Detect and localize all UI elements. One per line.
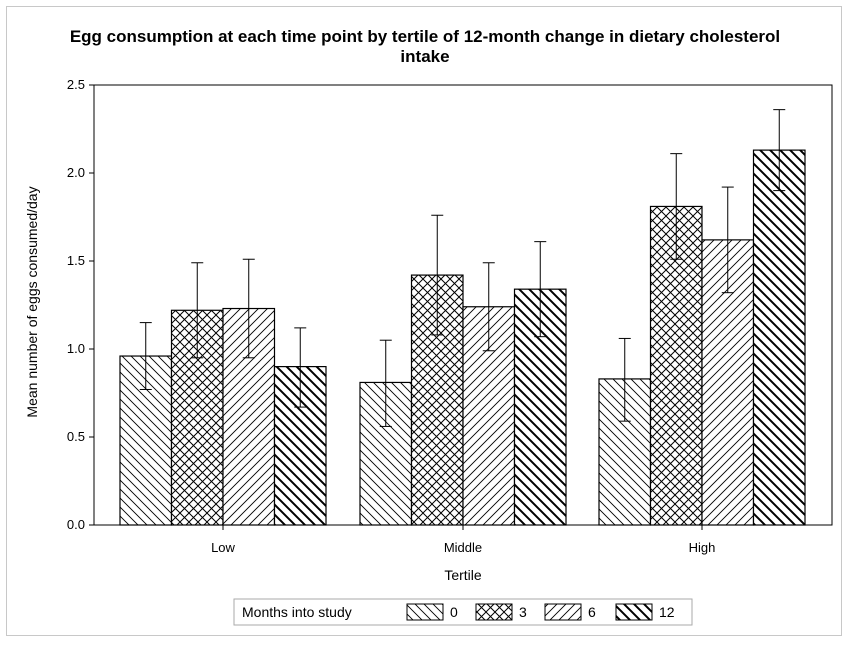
error-bar-high-month-3 bbox=[670, 153, 683, 260]
y-tick-label: 0.5 bbox=[67, 429, 85, 444]
y-tick-label: 2.5 bbox=[67, 77, 85, 92]
y-tick-label: 1.5 bbox=[67, 253, 85, 268]
error-bars-group bbox=[139, 109, 786, 427]
error-bar-low-month-0 bbox=[139, 322, 152, 390]
legend-label-month-0: 0 bbox=[450, 604, 458, 620]
error-bar-low-month-12 bbox=[294, 327, 307, 408]
legend: Months into study 0 3 6 12 bbox=[233, 598, 693, 626]
error-bar-middle-month-3 bbox=[431, 214, 444, 336]
error-bar-middle-month-0 bbox=[379, 339, 392, 427]
bar-middle-month-6 bbox=[462, 306, 516, 526]
legend-title: Months into study bbox=[242, 604, 352, 620]
error-bar-low-month-6 bbox=[242, 258, 255, 359]
bars-group bbox=[119, 149, 806, 526]
error-bar-low-month-3 bbox=[191, 262, 204, 359]
error-bar-middle-month-12 bbox=[534, 241, 547, 338]
legend-label-month-6: 6 bbox=[588, 604, 596, 620]
legend-swatch-month-0 bbox=[406, 603, 444, 621]
legend-items: 0 3 6 12 bbox=[406, 603, 675, 621]
legend-swatch-month-3 bbox=[475, 603, 513, 621]
y-tick-label: 2.0 bbox=[67, 165, 85, 180]
y-tick-label: 0.0 bbox=[67, 517, 85, 532]
legend-swatch-month-12 bbox=[615, 603, 653, 621]
y-tick-label: 1.0 bbox=[67, 341, 85, 356]
chart-title-line1: Egg consumption at each time point by te… bbox=[70, 27, 780, 46]
x-axis-label: Tertile bbox=[444, 567, 482, 583]
legend-swatch-month-6 bbox=[544, 603, 582, 621]
x-tick-label-middle: Middle bbox=[444, 540, 482, 555]
y-axis: 0.0 0.5 1.0 1.5 2.0 2.5 bbox=[67, 77, 94, 532]
error-bar-high-month-0 bbox=[618, 337, 631, 422]
bar-low-month-6 bbox=[222, 307, 276, 526]
bar-high-month-12 bbox=[752, 149, 806, 526]
legend-label-month-12: 12 bbox=[659, 604, 675, 620]
error-bar-high-month-6 bbox=[721, 186, 734, 294]
error-bar-high-month-12 bbox=[773, 109, 786, 192]
error-bar-middle-month-6 bbox=[482, 262, 495, 352]
chart-title-line2: intake bbox=[400, 47, 449, 66]
x-tick-label-high: High bbox=[689, 540, 716, 555]
x-tick-label-low: Low bbox=[211, 540, 235, 555]
x-axis: Low Middle High bbox=[211, 525, 715, 555]
legend-label-month-3: 3 bbox=[519, 604, 527, 620]
chart-frame bbox=[6, 6, 842, 636]
y-axis-label: Mean number of eggs consumed/day bbox=[24, 186, 40, 417]
